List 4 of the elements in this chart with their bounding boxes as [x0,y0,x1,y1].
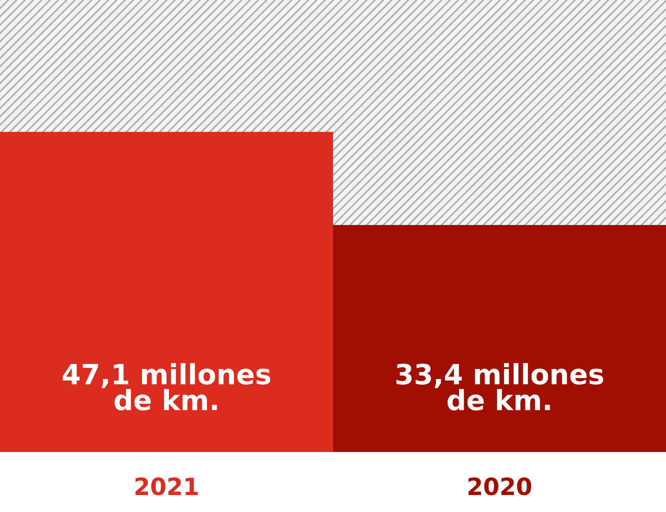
data-label: 33,4 millones de km. [396,363,604,410]
x-tick-label: 2021 [136,477,198,496]
data-label: 47,1 millones de km. [62,363,270,410]
x-tick-label: 2020 [468,477,532,496]
